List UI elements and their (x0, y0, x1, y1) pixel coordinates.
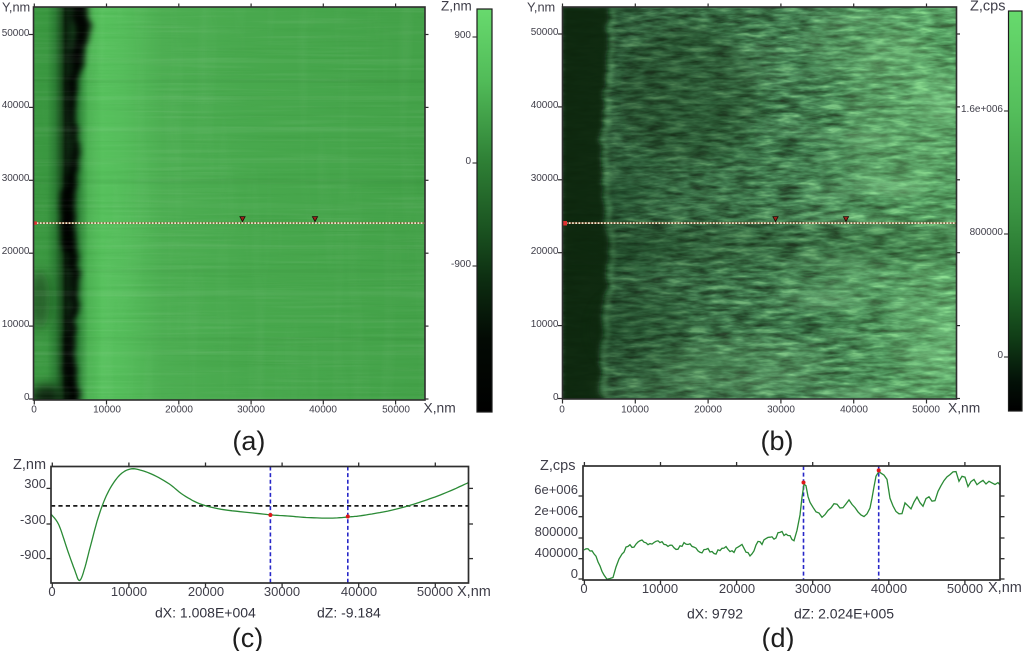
svg-text:20000: 20000 (719, 581, 755, 596)
svg-text:Z,nm: Z,nm (13, 457, 46, 473)
svg-text:(c): (c) (232, 623, 263, 651)
svg-text:40000: 40000 (309, 405, 337, 416)
svg-text:6e+006: 6e+006 (534, 482, 578, 497)
svg-text:-300: -300 (20, 512, 46, 527)
svg-text:Z,cps: Z,cps (540, 458, 575, 474)
svg-text:10000: 10000 (621, 405, 649, 416)
svg-text:0: 0 (31, 405, 37, 416)
svg-text:20000: 20000 (531, 246, 559, 257)
svg-text:30000: 30000 (767, 405, 795, 416)
svg-text:40000: 40000 (840, 405, 868, 416)
svg-text:dX: 9792: dX: 9792 (687, 606, 743, 622)
svg-text:0: 0 (571, 566, 578, 581)
svg-text:-900: -900 (451, 259, 471, 270)
svg-text:30000: 30000 (2, 173, 30, 184)
svg-text:50000: 50000 (947, 581, 983, 596)
svg-text:50000: 50000 (531, 27, 559, 38)
svg-text:0: 0 (48, 584, 55, 599)
svg-text:X,nm: X,nm (988, 580, 1022, 596)
svg-text:10000: 10000 (642, 581, 678, 596)
svg-text:0: 0 (997, 350, 1003, 361)
svg-text:50000: 50000 (382, 405, 410, 416)
svg-text:50000: 50000 (912, 405, 940, 416)
svg-text:50000: 50000 (2, 28, 30, 39)
svg-text:0: 0 (559, 405, 565, 416)
svg-text:800000: 800000 (535, 524, 578, 539)
svg-text:0: 0 (553, 392, 559, 403)
svg-text:X,nm: X,nm (457, 584, 491, 600)
svg-text:30000: 30000 (531, 173, 559, 184)
svg-text:10000: 10000 (2, 319, 30, 330)
svg-text:20000: 20000 (2, 246, 30, 257)
svg-text:(a): (a) (232, 426, 265, 456)
svg-text:dZ: 2.024E+005: dZ: 2.024E+005 (794, 606, 894, 622)
svg-text:0: 0 (580, 581, 587, 596)
svg-text:20000: 20000 (694, 405, 722, 416)
svg-text:800000: 800000 (970, 227, 1004, 238)
svg-text:(b): (b) (761, 426, 794, 456)
svg-text:1.6e+006: 1.6e+006 (961, 104, 1003, 115)
svg-text:10000: 10000 (93, 405, 121, 416)
svg-text:20000: 20000 (188, 584, 224, 599)
svg-text:Y,nm: Y,nm (527, 0, 555, 15)
svg-text:X,nm: X,nm (948, 401, 980, 416)
svg-text:10000: 10000 (111, 584, 147, 599)
svg-text:Z,nm: Z,nm (441, 0, 472, 14)
svg-text:(d): (d) (762, 623, 795, 651)
svg-text:dZ: -9.184: dZ: -9.184 (317, 605, 381, 621)
svg-text:40000: 40000 (871, 581, 907, 596)
svg-text:10000: 10000 (531, 319, 559, 330)
svg-text:0: 0 (24, 392, 30, 403)
svg-text:40000: 40000 (2, 100, 30, 111)
svg-text:dX: 1.008E+004: dX: 1.008E+004 (155, 605, 256, 621)
svg-text:30000: 30000 (237, 405, 265, 416)
svg-text:900: 900 (454, 30, 471, 41)
svg-text:Z,cps: Z,cps (970, 0, 1005, 15)
svg-text:Y,nm: Y,nm (2, 0, 30, 15)
svg-text:40000: 40000 (531, 100, 559, 111)
svg-text:50000: 50000 (417, 584, 453, 599)
svg-text:300: 300 (24, 476, 46, 491)
svg-text:30000: 30000 (264, 584, 300, 599)
svg-text:20000: 20000 (165, 405, 193, 416)
svg-text:2e+006: 2e+006 (534, 503, 578, 518)
svg-text:X,nm: X,nm (424, 401, 456, 416)
svg-text:400000: 400000 (535, 545, 578, 560)
svg-text:40000: 40000 (341, 584, 377, 599)
svg-text:0: 0 (465, 156, 471, 167)
svg-text:30000: 30000 (795, 581, 831, 596)
svg-text:-900: -900 (20, 547, 46, 562)
